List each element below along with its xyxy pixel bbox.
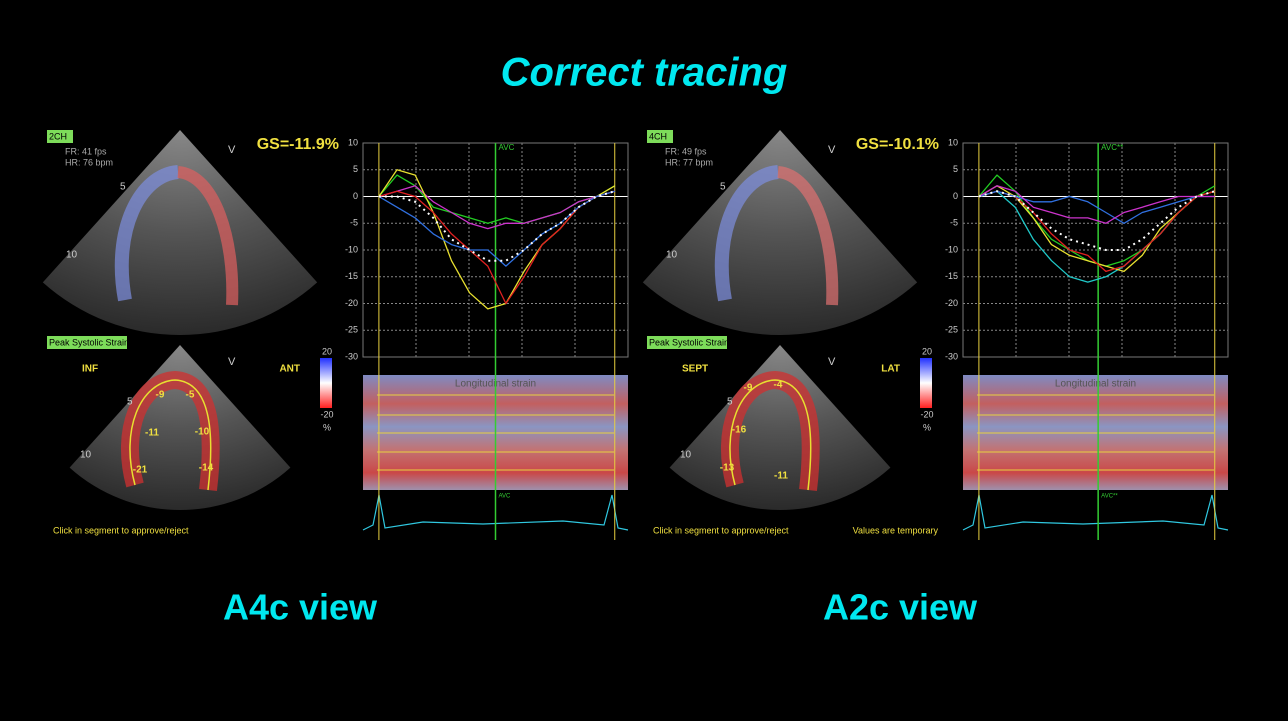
y-tick-label: 0	[953, 191, 958, 201]
strain-curve	[379, 191, 615, 303]
y-tick-label: -30	[345, 351, 358, 361]
ultrasound-sector	[70, 345, 291, 510]
marker-v: V	[828, 356, 836, 368]
heart-rate: HR: 76 bpm	[65, 157, 113, 167]
y-tick-label: -15	[345, 271, 358, 281]
view-label: A2c view	[823, 587, 978, 628]
strain-curve	[379, 175, 615, 223]
segment-value: -21	[133, 465, 148, 476]
y-tick-label: -25	[345, 325, 358, 335]
view-tag: 4CH	[649, 131, 667, 141]
color-bar-unit: %	[323, 422, 331, 432]
heatmap-annotation: AVC**	[1101, 494, 1118, 500]
view-tag: 2CH	[49, 131, 67, 141]
view-label: A4c view	[223, 587, 378, 628]
global-strain: GS=-10.1%	[856, 136, 939, 153]
footer-hint: Click in segment to approve/reject	[53, 525, 189, 535]
slide: Correct tracing 2CH FR: 41 fpsHR: 76 bpm G…	[0, 0, 1288, 721]
y-tick-label: -25	[945, 325, 958, 335]
heatmap-annotation: AVC	[499, 494, 512, 500]
frame-rate: FR: 41 fps	[65, 146, 107, 156]
heart-rate: HR: 77 bpm	[665, 157, 713, 167]
segment-value: -16	[732, 425, 747, 436]
avc-label: AVC**	[1101, 143, 1123, 152]
y-tick-label: -15	[945, 271, 958, 281]
strain-curve	[379, 170, 615, 309]
ecg-trace	[963, 495, 1228, 530]
strain-curve	[979, 186, 1215, 272]
strain-curve	[979, 191, 1215, 271]
footer-hint: Click in segment to approve/reject	[653, 525, 789, 535]
marker-v: V	[228, 144, 236, 156]
y-tick-label: -5	[950, 218, 958, 228]
marker-v: V	[228, 356, 236, 368]
global-strain: GS=-11.9%	[257, 136, 339, 153]
y-tick-label: -20	[945, 298, 958, 308]
y-tick-label: 5	[953, 164, 958, 174]
depth-mark: 5	[127, 397, 133, 408]
color-bar-bottom: -20	[920, 409, 933, 419]
strain-tag: Peak Systolic Strain	[49, 337, 129, 347]
y-tick-label: 10	[948, 137, 958, 147]
y-tick-label: 0	[353, 191, 358, 201]
segment-value: -13	[720, 463, 735, 474]
y-tick-label: -5	[350, 218, 358, 228]
depth-mark: 5	[120, 182, 126, 193]
wall-right: LAT	[881, 364, 900, 375]
strain-tag: Peak Systolic Strain	[649, 337, 729, 347]
depth-mark: 10	[66, 250, 78, 261]
segment-value: -11	[774, 471, 788, 482]
page: Correct tracing 2CH FR: 41 fpsHR: 76 bpm G…	[0, 0, 1288, 721]
depth-mark: 10	[80, 450, 92, 461]
y-tick-label: -20	[345, 298, 358, 308]
depth-mark: 5	[720, 182, 726, 193]
color-bar-top: 20	[922, 346, 932, 356]
segment-value: -9	[744, 383, 753, 394]
y-tick-label: -10	[945, 244, 958, 254]
depth-mark: 5	[727, 397, 733, 408]
segment-value: -5	[186, 390, 195, 401]
frame-rate: FR: 49 fps	[665, 146, 707, 156]
marker-v: V	[828, 144, 836, 156]
y-tick-label: -10	[345, 244, 358, 254]
wall-left: INF	[82, 364, 98, 375]
depth-mark: 10	[680, 450, 692, 461]
strain-curve	[979, 191, 1215, 282]
segment-value: -4	[774, 380, 783, 391]
color-bar-unit: %	[923, 422, 931, 432]
segment-value: -11	[145, 428, 159, 439]
segment-value: -14	[199, 463, 214, 474]
strain-curve	[979, 186, 1215, 224]
depth-mark: 10	[666, 250, 678, 261]
wall-left: SEPT	[682, 364, 708, 375]
y-tick-label: -30	[945, 351, 958, 361]
footer-note: Values are temporary	[853, 525, 939, 535]
segment-value: -10	[195, 427, 210, 438]
segment-value: -9	[156, 390, 165, 401]
y-tick-label: 10	[348, 137, 358, 147]
color-bar-bottom: -20	[320, 409, 333, 419]
wall-right: ANT	[279, 364, 300, 375]
color-bar	[920, 358, 932, 408]
y-tick-label: 5	[353, 164, 358, 174]
color-bar	[320, 358, 332, 408]
color-bar-top: 20	[322, 346, 332, 356]
avc-label: AVC	[499, 143, 515, 152]
heatmap-label: Longitudinal strain	[1055, 379, 1136, 390]
slide-title: Correct tracing	[501, 51, 788, 95]
